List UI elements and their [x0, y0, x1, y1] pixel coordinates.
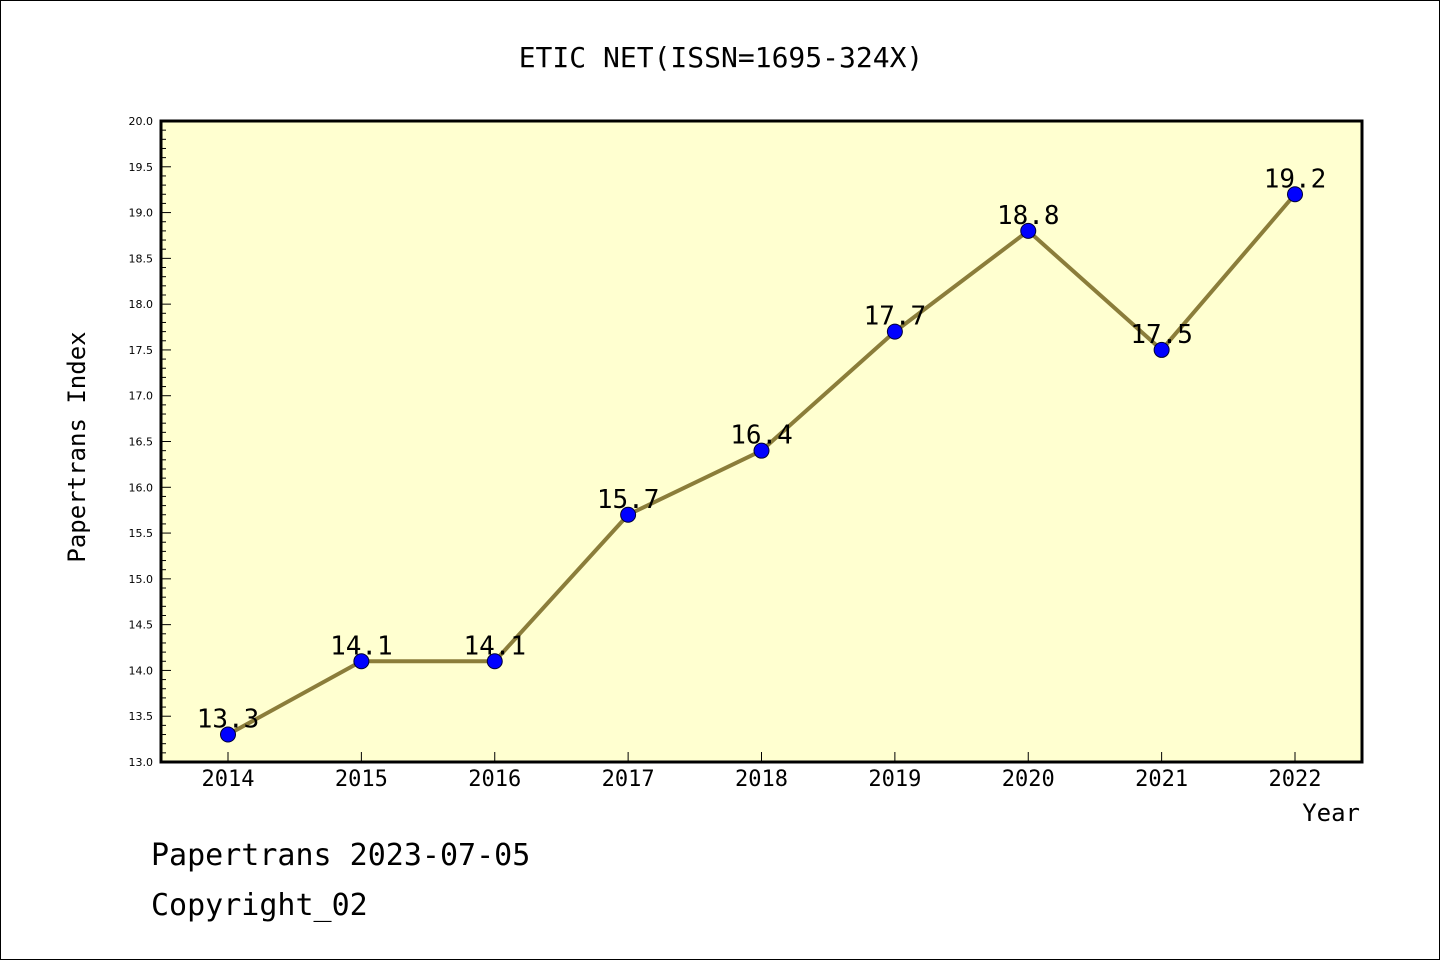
y-tick-label: 13.0 [129, 756, 154, 769]
data-label: 13.3 [197, 705, 260, 735]
data-point [1287, 186, 1303, 203]
data-point [486, 653, 503, 670]
footer-date: Papertrans 2023-07-05 [151, 838, 530, 873]
data-label: 16.4 [730, 421, 793, 451]
y-tick-label: 19.0 [129, 207, 154, 220]
x-axis-title: Year [1302, 799, 1360, 827]
data-label: 14.1 [330, 631, 393, 661]
y-tick-label: 14.0 [129, 664, 154, 677]
data-point [353, 653, 370, 670]
data-label: 15.7 [597, 485, 660, 515]
y-tick-label: 17.0 [129, 390, 154, 403]
x-tick-label: 2014 [202, 767, 255, 792]
y-axis-title: Papertrans Index [63, 331, 91, 562]
data-point [753, 442, 770, 459]
x-tick-label: 2016 [468, 767, 521, 792]
data-label: 17.5 [1130, 320, 1193, 350]
data-label: 18.8 [997, 201, 1060, 231]
data-point [1153, 341, 1170, 358]
y-tick-label: 18.0 [129, 298, 154, 311]
data-label: 19.2 [1264, 164, 1327, 194]
y-tick-label: 15.0 [129, 573, 154, 586]
x-tick-label: 2021 [1135, 767, 1188, 792]
data-point [620, 506, 637, 523]
x-tick-label: 2018 [735, 767, 788, 792]
y-tick-label: 19.5 [129, 161, 154, 174]
y-tick-label: 18.5 [129, 252, 154, 265]
data-label: 17.7 [864, 302, 927, 332]
y-tick-label: 16.5 [129, 436, 154, 449]
x-tick-label: 2015 [335, 767, 388, 792]
y-tick-label: 15.5 [129, 527, 154, 540]
chart-title: ETIC NET(ISSN=1695-324X) [519, 41, 924, 74]
x-tick-label: 2020 [1002, 767, 1055, 792]
x-tick-label: 2019 [868, 767, 921, 792]
data-point [220, 726, 236, 743]
x-axis-ticks: 2014 2015 2016 2017 2018 2019 2020 2021 2022 [202, 752, 1322, 792]
data-points [220, 186, 1303, 743]
data-label: 14.1 [463, 631, 526, 661]
x-tick-label: 2017 [602, 767, 655, 792]
data-labels: 13.3 14.1 14.1 15.7 16.4 17.7 18.8 17.5 19.2 [197, 164, 1327, 734]
footer-copyright: Copyright_02 [151, 888, 368, 923]
data-point [886, 323, 903, 340]
y-tick-label: 20.0 [129, 115, 154, 128]
y-tick-label: 17.5 [129, 344, 154, 357]
y-axis-ticks: 13.0 13.5 14.0 14.5 15.0 15.5 16.0 16.5 17.0 17.5… [129, 115, 171, 769]
y-tick-label: 13.5 [129, 710, 154, 723]
data-point [1020, 222, 1037, 239]
y-tick-label: 16.0 [129, 481, 154, 494]
x-tick-label: 2022 [1269, 767, 1322, 792]
y-tick-label: 14.5 [129, 619, 154, 632]
